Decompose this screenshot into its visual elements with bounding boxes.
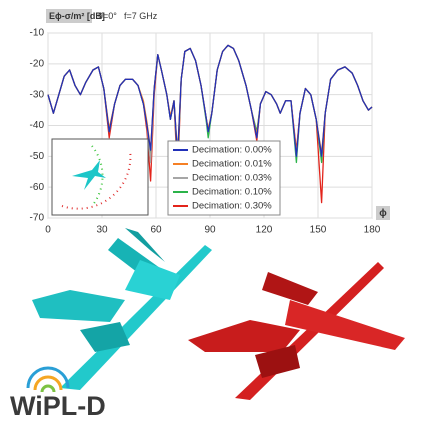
wing (32, 290, 125, 322)
x-label-box (376, 206, 390, 220)
x-tick-label: 150 (310, 225, 327, 236)
intake (255, 345, 300, 378)
series-line (47, 44, 373, 157)
x-axis-label: ϕ (379, 208, 387, 219)
legend-label: Decimation: 0.10% (192, 187, 272, 198)
legend: Decimation: 0.00% Decimation: 0.01% Decima… (167, 140, 281, 216)
x-tick-label: 0 (45, 225, 51, 236)
body (285, 300, 405, 350)
wing (262, 272, 318, 305)
y-tick-label: -60 (30, 182, 45, 193)
logo-text: WiPL-D (10, 391, 106, 421)
y-tick-label: -30 (30, 89, 45, 100)
x-tick-label: 30 (96, 225, 108, 236)
logo-arc (40, 384, 56, 393)
annotation: f=7 GHz (124, 11, 158, 21)
y-axis-label: Eϕ-σ/m² [dB] (49, 11, 105, 21)
y-tick-label: -40 (30, 120, 45, 131)
y-label-box (46, 9, 92, 23)
inset-frame (51, 138, 149, 216)
plane-red (188, 262, 405, 400)
x-tick-label: 60 (150, 225, 162, 236)
legend-label: Decimation: 0.00% (192, 145, 272, 156)
plane-cyan (32, 228, 212, 390)
intake (80, 322, 130, 352)
inset-plane (72, 160, 106, 190)
y-tick-label: -10 (30, 28, 45, 39)
logo: WiPL-D (10, 366, 106, 421)
wing (188, 320, 300, 352)
y-tick-label: -50 (30, 151, 45, 162)
legend-label: Decimation: 0.01% (192, 159, 272, 170)
y-tick-label: -70 (30, 213, 45, 224)
inset-image (51, 138, 149, 216)
logo-arc (26, 366, 70, 389)
annotation: θ=0° (98, 11, 117, 21)
x-tick-label: 120 (256, 225, 273, 236)
legend-label: Decimation: 0.03% (192, 173, 272, 184)
logo-arc (33, 375, 63, 391)
legend-label: Decimation: 0.30% (192, 201, 272, 212)
body (125, 260, 180, 300)
tail (125, 228, 165, 262)
x-tick-label: 180 (364, 225, 381, 236)
y-tick-label: -20 (30, 58, 45, 69)
x-tick-label: 90 (204, 225, 216, 236)
